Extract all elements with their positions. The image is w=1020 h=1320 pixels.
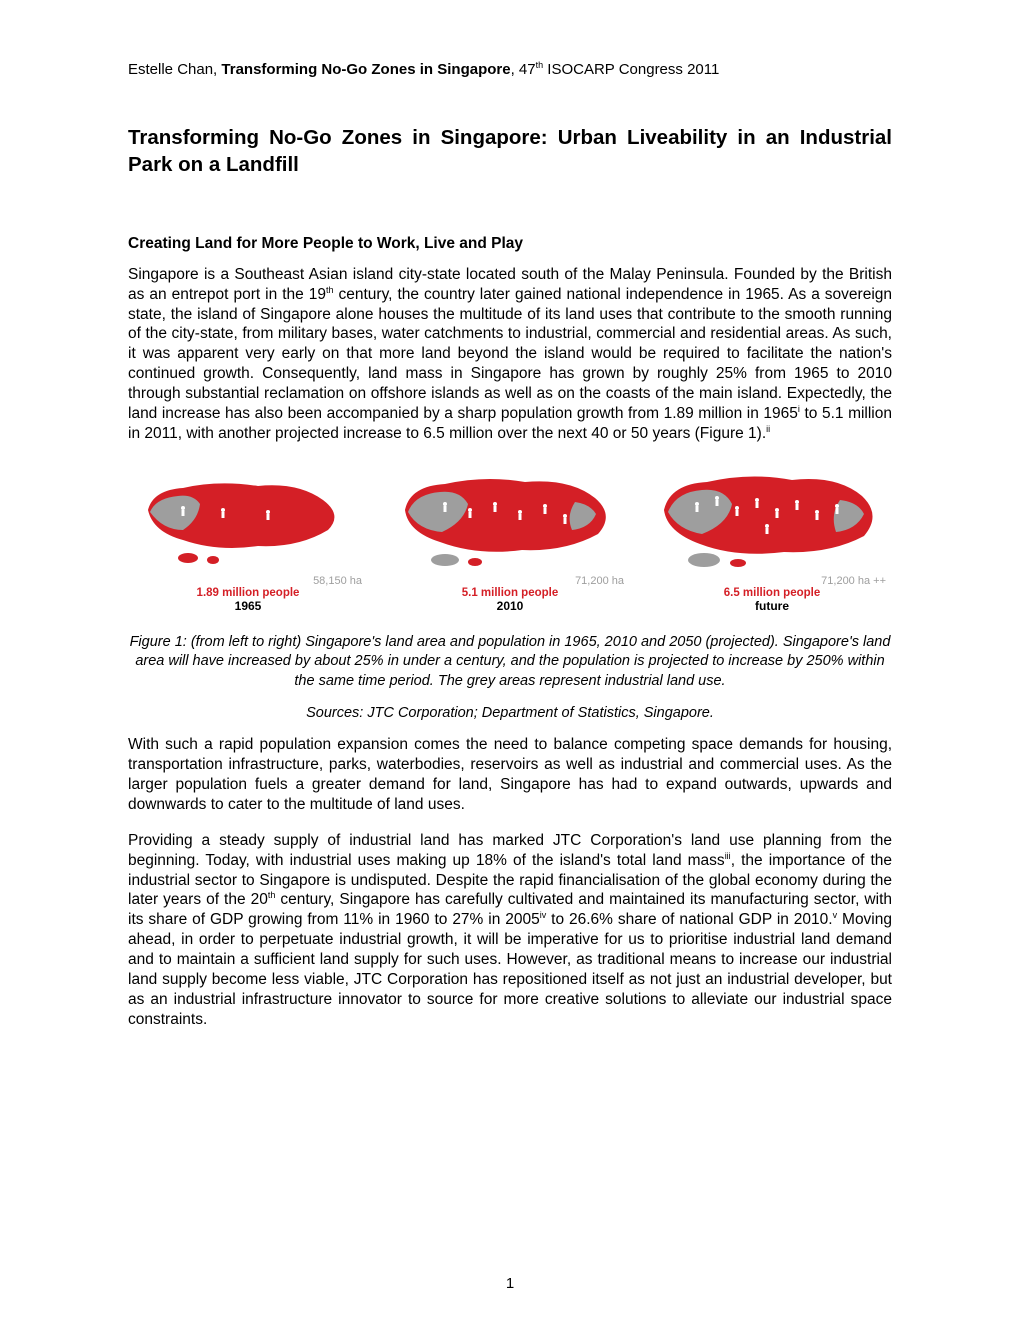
singapore-map-future-icon	[652, 460, 892, 570]
panel-3-ha: 71,200 ha ++	[652, 575, 892, 587]
para1-sup3: ii	[766, 424, 770, 434]
document-title: Transforming No-Go Zones in Singapore: U…	[128, 124, 892, 179]
header-author: Estelle Chan,	[128, 61, 221, 78]
paragraph-1: Singapore is a Southeast Asian island ci…	[128, 265, 892, 444]
panel-2-year: 2010	[390, 599, 630, 613]
panel-1-pop: 1.89 million people	[128, 587, 368, 599]
panel-2-ha: 71,200 ha	[390, 575, 630, 587]
figure-1-caption: Figure 1: (from left to right) Singapore…	[128, 633, 892, 692]
header-suffix-sup: th	[536, 60, 544, 70]
para1-b: century, the country later gained nation…	[128, 286, 892, 422]
header-suffix-post: ISOCARP Congress 2011	[543, 61, 719, 78]
panel-2-pop: 5.1 million people	[390, 587, 630, 599]
header-bold-title: Transforming No-Go Zones in Singapore	[221, 61, 510, 78]
figure-panel-1965: 58,150 ha 1.89 million people 1965	[128, 460, 368, 613]
paragraph-2: With such a rapid population expansion c…	[128, 735, 892, 814]
singapore-map-2010-icon	[390, 460, 630, 570]
para3-d: to 26.6% share of national GDP in 2010.	[546, 912, 832, 929]
panel-3-pop: 6.5 million people	[652, 587, 892, 599]
page-number: 1	[0, 1275, 1020, 1292]
panel-1-year: 1965	[128, 599, 368, 613]
figure-panel-future: 71,200 ha ++ 6.5 million people future	[652, 460, 892, 613]
para1-sup1: th	[326, 285, 334, 295]
figure-1-row: 58,150 ha 1.89 million people 1965	[128, 460, 892, 613]
panel-1-ha: 58,150 ha	[128, 575, 368, 587]
figure-panel-2010: 71,200 ha 5.1 million people 2010	[390, 460, 630, 613]
figure-1-sources: Sources: JTC Corporation; Department of …	[128, 705, 892, 721]
header-suffix-pre: , 47	[511, 61, 536, 78]
section-heading-1: Creating Land for More People to Work, L…	[128, 235, 892, 253]
singapore-map-1965-icon	[128, 460, 368, 570]
panel-3-year: future	[652, 599, 892, 613]
paragraph-3: Providing a steady supply of industrial …	[128, 831, 892, 1030]
running-header: Estelle Chan, Transforming No-Go Zones i…	[128, 60, 892, 80]
page: Estelle Chan, Transforming No-Go Zones i…	[0, 0, 1020, 1320]
